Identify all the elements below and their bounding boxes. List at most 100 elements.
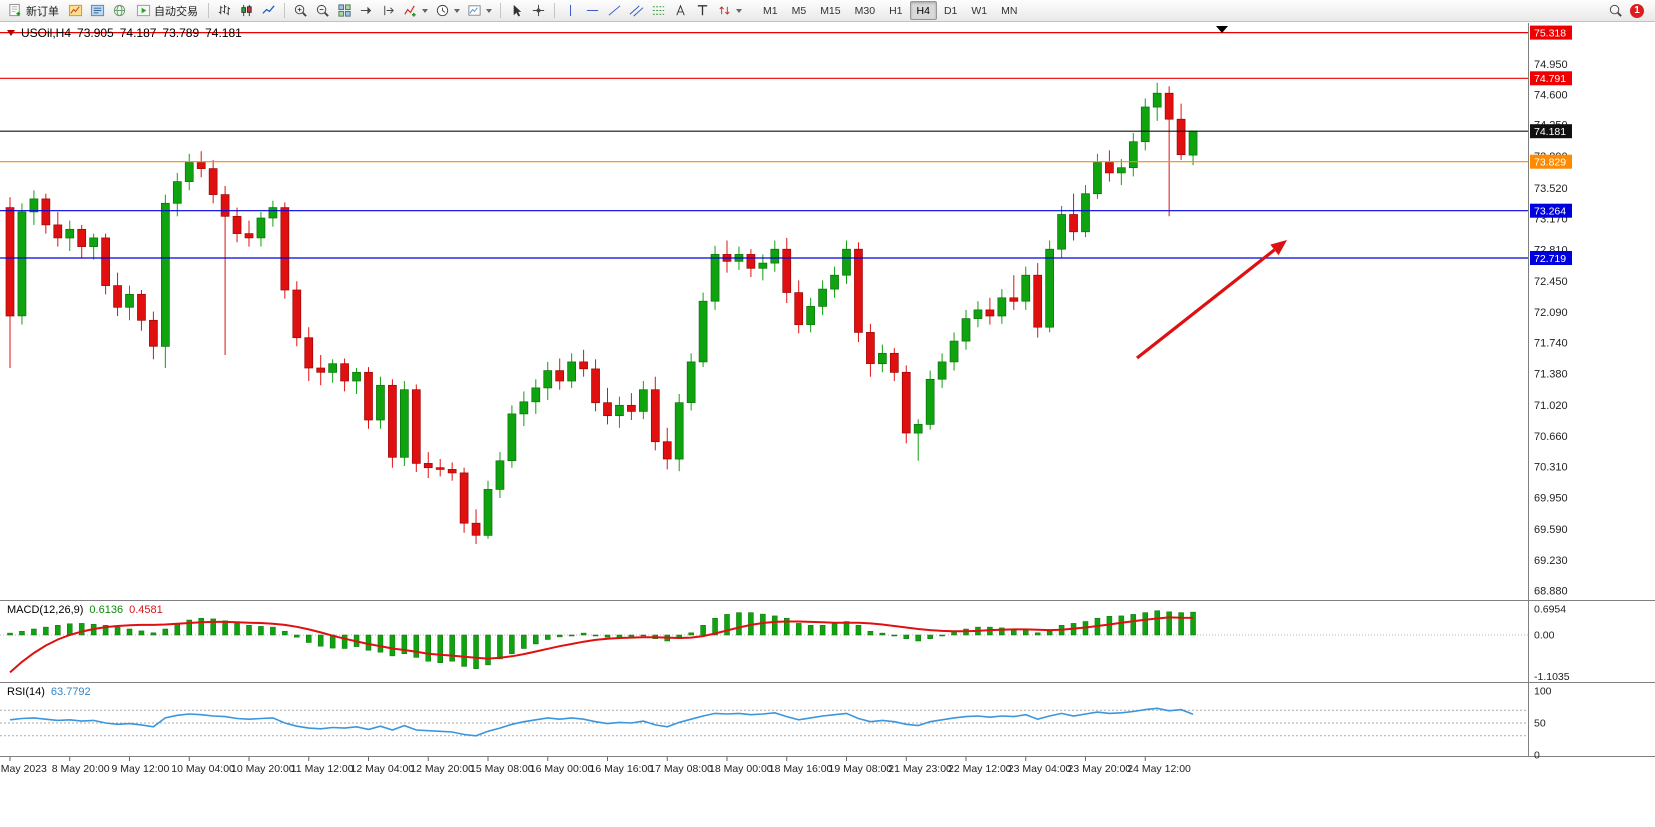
macd-bar (102, 625, 109, 636)
candle (1009, 297, 1019, 302)
macd-bar (67, 623, 73, 636)
candle (1069, 214, 1078, 233)
time-axis-label: 10 May 04:00 (171, 763, 235, 775)
macd-bar (114, 626, 121, 636)
timeframe-h1[interactable]: H1 (882, 1, 909, 20)
charts-button[interactable] (65, 1, 86, 20)
candle (794, 292, 804, 326)
cursor-button[interactable] (506, 1, 527, 20)
macd-bar (449, 634, 455, 662)
candle (388, 384, 397, 458)
timeframe-d1[interactable]: D1 (937, 1, 964, 20)
candle (113, 285, 122, 308)
zoom-in-button[interactable] (290, 1, 311, 20)
price-axis-label: 73.520 (1534, 183, 1568, 195)
timeframe-m5[interactable]: M5 (785, 1, 814, 20)
price-axis[interactable]: 74.95074.60074.25073.89073.52073.17072.8… (1534, 59, 1568, 597)
tile-windows-button[interactable] (334, 1, 355, 20)
label-button[interactable] (692, 1, 713, 20)
tile-windows-icon (338, 4, 351, 17)
arrows-button[interactable] (714, 1, 745, 20)
price-badge (1530, 71, 1572, 86)
macd-bar (198, 617, 204, 636)
market-watch-button[interactable] (87, 1, 108, 20)
line-chart-button[interactable] (258, 1, 279, 20)
rsi-pane: 100 50 0 (0, 686, 1552, 762)
text-button[interactable] (670, 1, 691, 20)
auto-trading-button[interactable]: 自动交易 (131, 1, 203, 20)
macd-bar (19, 631, 25, 636)
time-axis-label: 8 May 2023 (0, 763, 47, 775)
candle (340, 363, 349, 382)
timeframe-m15[interactable]: M15 (813, 1, 847, 20)
search-icon[interactable] (1608, 3, 1623, 18)
candle (53, 224, 63, 239)
candle (101, 237, 110, 286)
ohlc-high: 74.187 (119, 26, 157, 40)
dropdown-caret-icon (486, 8, 492, 13)
fibonacci-icon (652, 6, 665, 15)
time-axis-label: 22 May 12:00 (948, 763, 1012, 775)
timeframe-w1[interactable]: W1 (964, 1, 994, 20)
candle (1152, 92, 1162, 108)
auto-scroll-button[interactable] (356, 1, 377, 20)
macd-bar (317, 634, 324, 647)
zoom-out-button[interactable] (312, 1, 333, 20)
macd-bar (867, 631, 874, 636)
price-axis-label: 69.590 (1534, 524, 1568, 536)
macd-bar (437, 634, 443, 663)
toolbar-separator (284, 3, 285, 18)
toolbar-separator (554, 3, 555, 18)
macd-bar (1046, 631, 1053, 636)
trendline-button[interactable] (604, 1, 625, 20)
zoom-out-icon (316, 4, 329, 17)
candle (507, 413, 517, 462)
trendline-icon (608, 5, 621, 16)
chart-shift-marker[interactable] (1216, 26, 1228, 33)
macd-bar (413, 634, 420, 658)
candle (591, 368, 600, 404)
cursor-icon (513, 4, 522, 17)
price-axis-label: 72.450 (1534, 276, 1568, 288)
periods-button[interactable] (432, 1, 463, 20)
price-axis-label: 69.230 (1534, 555, 1568, 567)
candle (328, 363, 337, 373)
chart-shift-button[interactable] (378, 1, 399, 20)
timeframe-mn[interactable]: MN (994, 1, 1024, 20)
indicators-button[interactable] (400, 1, 431, 20)
main-toolbar: 新订单 自动交易 M1 M5 M15 M30 H1 H4 D1 W1 MN 1 (0, 0, 1655, 22)
candle (1081, 193, 1090, 233)
candle (519, 401, 529, 415)
macd-bar (1190, 611, 1196, 636)
community-button[interactable] (109, 1, 130, 20)
candle (866, 332, 875, 364)
bar-chart-button[interactable] (214, 1, 235, 20)
price-chart[interactable]: 74.95074.60074.25073.89073.52073.17072.8… (0, 23, 1655, 827)
fibonacci-button[interactable] (648, 1, 669, 20)
notification-badge[interactable]: 1 (1630, 3, 1644, 18)
trend-arrow-object[interactable] (1136, 248, 1276, 360)
candlestick-chart-button[interactable] (236, 1, 257, 20)
macd-bar (688, 632, 694, 636)
time-axis-label: 16 May 16:00 (590, 763, 654, 775)
horizontal-line-button[interactable] (582, 1, 603, 20)
vertical-line-button[interactable] (560, 1, 581, 20)
channel-button[interactable] (626, 1, 647, 20)
price-badge-label: 74.181 (1534, 126, 1566, 138)
time-axis-label: 10 May 20:00 (231, 763, 295, 775)
candle (1128, 141, 1138, 169)
candle (901, 371, 911, 434)
templates-button[interactable] (464, 1, 495, 20)
timeframe-m1[interactable]: M1 (756, 1, 785, 20)
new-order-button[interactable]: 新订单 (3, 1, 64, 20)
crosshair-button[interactable] (528, 1, 549, 20)
timeframe-h4[interactable]: H4 (909, 1, 937, 20)
macd-bar (341, 634, 348, 649)
timeframe-m30[interactable]: M30 (848, 1, 882, 20)
candle (555, 370, 565, 382)
hlines-layer[interactable] (0, 32, 1528, 259)
price-axis-label: 74.600 (1534, 89, 1568, 101)
trend-arrow-head[interactable] (1270, 240, 1287, 256)
candle (268, 207, 278, 219)
